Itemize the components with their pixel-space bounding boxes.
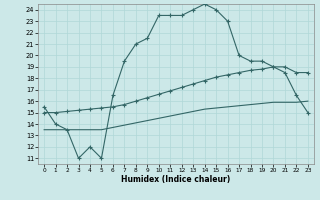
X-axis label: Humidex (Indice chaleur): Humidex (Indice chaleur)	[121, 175, 231, 184]
